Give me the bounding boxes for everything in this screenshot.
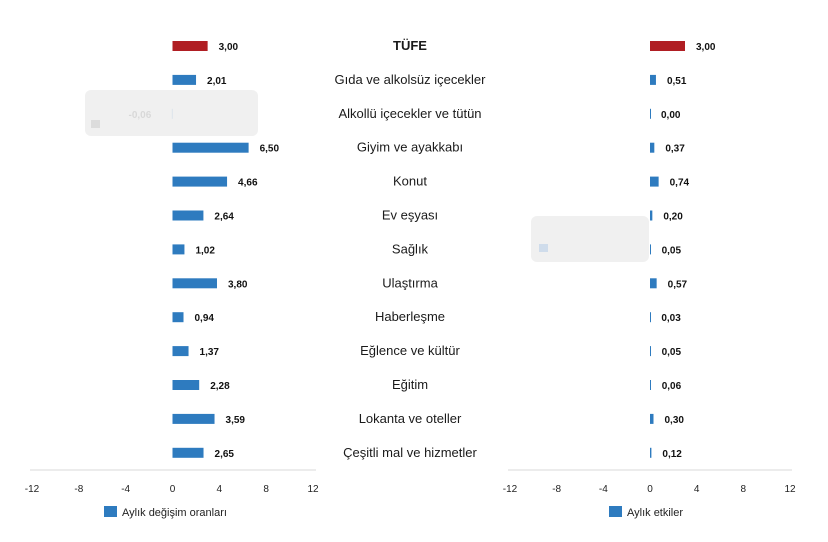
x-tick-label: -4	[121, 484, 130, 495]
category-label: Haberleşme	[375, 309, 445, 324]
x-tick-label: 8	[263, 484, 269, 495]
data-label: 0,74	[670, 178, 690, 189]
data-label: 2,28	[210, 381, 230, 392]
bar[interactable]	[172, 142, 249, 153]
category-label: Çeşitli mal ve hizmetler	[343, 445, 477, 460]
category-labels: TÜFE Gıda ve alkolsüz içecekler Alkollü iç…	[334, 38, 486, 460]
x-tick-label: 8	[741, 484, 747, 495]
bar[interactable]	[172, 346, 189, 357]
bar[interactable]	[650, 210, 653, 221]
category-label: Eğlence ve kültür	[360, 343, 460, 358]
x-tick-label: -12	[25, 484, 40, 495]
x-tick-label: -8	[74, 484, 83, 495]
data-label: 3,80	[228, 279, 248, 290]
x-tick-label: -4	[599, 484, 608, 495]
category-label: Ev eşyası	[382, 208, 438, 223]
x-tick-label: 4	[694, 484, 700, 495]
bar[interactable]	[172, 176, 228, 187]
data-label: 0,06	[662, 381, 682, 392]
data-label: 0,57	[668, 279, 688, 290]
bar[interactable]	[650, 278, 657, 289]
legend-label[interactable]: Aylık değişim oranları	[122, 507, 227, 519]
bar[interactable]	[650, 312, 651, 323]
x-tick-label: 12	[784, 484, 796, 495]
bar[interactable]	[650, 413, 654, 424]
bar[interactable]	[172, 210, 204, 221]
bar[interactable]	[172, 278, 217, 289]
data-label: 0,03	[661, 313, 681, 324]
bar[interactable]	[650, 41, 685, 51]
bar[interactable]	[650, 74, 656, 85]
data-label: 6,50	[260, 144, 280, 155]
x-tick-label: 0	[647, 484, 653, 495]
legend-swatch	[104, 506, 117, 517]
category-label: Gıda ve alkolsüz içecekler	[334, 72, 486, 87]
data-label: 0,00	[661, 110, 681, 121]
data-label: 2,01	[207, 76, 227, 87]
bar[interactable]	[172, 380, 200, 390]
data-label: 0,12	[662, 449, 682, 460]
category-label: Eğitim	[392, 377, 428, 392]
data-label: 2,65	[215, 449, 235, 460]
data-label: 1,37	[200, 347, 220, 358]
data-label: 2,64	[214, 212, 234, 223]
data-label: 3,00	[219, 42, 239, 53]
x-tick-label: 4	[217, 484, 223, 495]
data-label: 0,20	[663, 212, 683, 223]
category-label: TÜFE	[393, 38, 427, 53]
bar[interactable]	[172, 312, 184, 323]
x-tick-label: 0	[170, 484, 176, 495]
legend-label[interactable]: Aylık etkiler	[627, 507, 683, 519]
data-label: 1,02	[195, 245, 215, 256]
category-label: Ulaştırma	[382, 275, 438, 290]
legend-swatch	[609, 506, 622, 517]
category-label: Lokanta ve oteller	[359, 411, 462, 426]
category-label: Sağlık	[392, 241, 429, 256]
data-label: 4,66	[238, 178, 258, 189]
category-label: Alkollü içecekler ve tütün	[338, 106, 481, 121]
category-label: Giyim ve ayakkabı	[357, 140, 463, 155]
bar[interactable]	[172, 413, 215, 424]
bar[interactable]	[650, 380, 651, 390]
bar[interactable]	[650, 108, 651, 119]
bar[interactable]	[172, 244, 185, 255]
bar[interactable]	[650, 447, 652, 458]
bar[interactable]	[650, 142, 655, 153]
tooltip-overlay	[531, 216, 649, 262]
right-chart: -12 -8 -4 0 4 8 12 3,00 0,51 0,00 0,37 0,74 0,20 0,05…	[503, 41, 796, 519]
data-label: 0,94	[195, 313, 215, 324]
x-tick-label: -8	[552, 484, 561, 495]
data-label: 0,05	[662, 245, 682, 256]
bar[interactable]	[172, 74, 197, 85]
x-tick-label: -12	[503, 484, 518, 495]
data-label: 3,59	[226, 415, 246, 426]
data-label: 0,05	[662, 347, 682, 358]
tooltip-overlay	[85, 90, 258, 136]
bar[interactable]	[650, 176, 659, 187]
x-tick-label: 12	[307, 484, 319, 495]
category-label: Konut	[393, 174, 427, 189]
bar[interactable]	[650, 244, 651, 255]
bar[interactable]	[172, 41, 208, 51]
bar[interactable]	[172, 447, 204, 458]
data-label: 3,00	[696, 42, 716, 53]
data-label: 0,30	[665, 415, 685, 426]
bar[interactable]	[650, 346, 651, 357]
data-label: 0,37	[665, 144, 685, 155]
data-label: 0,51	[667, 76, 687, 87]
